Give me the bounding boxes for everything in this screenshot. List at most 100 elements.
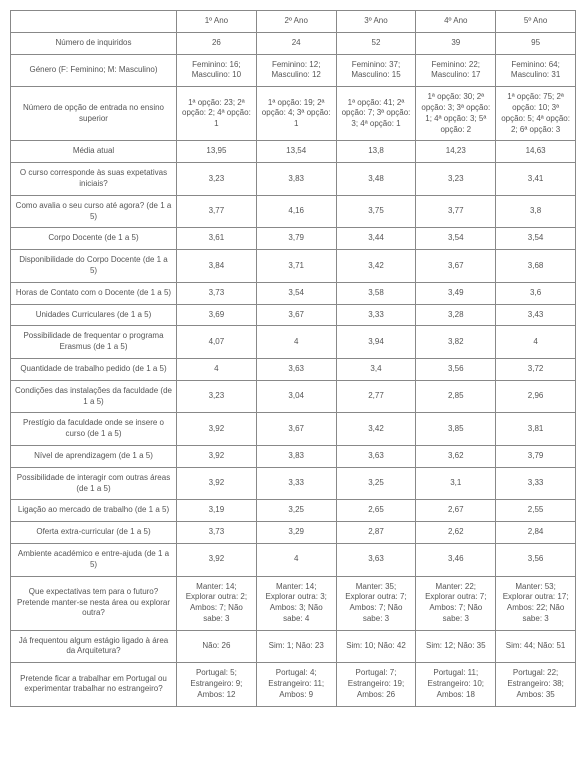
cell: 3,56 [416,358,496,380]
cell: 3,77 [416,195,496,228]
table-row: Já frequentou algum estágio ligado à áre… [11,630,576,663]
cell: Portugal: 4; Estrangeiro: 11; Ambos: 9 [256,663,336,706]
cell: 13,95 [177,141,257,163]
cell: Feminino: 22; Masculino: 17 [416,54,496,87]
table-row: Ligação ao mercado de trabalho (de 1 a 5… [11,500,576,522]
table-row: Oferta extra-curricular (de 1 a 5)3,733,… [11,522,576,544]
cell: 13,8 [336,141,416,163]
table-row: Possibilidade de interagir com outras ár… [11,467,576,500]
cell: 3,23 [416,163,496,196]
table-row: Que expectativas tem para o futuro? Pret… [11,576,576,630]
cell: 3,68 [496,250,576,283]
cell: 2,85 [416,380,496,413]
cell: 3,92 [177,467,257,500]
table-body: Número de inquiridos2624523995Género (F:… [11,32,576,706]
cell: 3,75 [336,195,416,228]
table-row: Nível de aprendizagem (de 1 a 5)3,923,83… [11,445,576,467]
cell: 3,33 [256,467,336,500]
cell: 3,33 [336,304,416,326]
cell: 3,33 [496,467,576,500]
row-label: Número de inquiridos [11,32,177,54]
table-row: Quantidade de trabalho pedido (de 1 a 5)… [11,358,576,380]
cell: 3,44 [336,228,416,250]
cell: 3,25 [256,500,336,522]
cell: Manter: 35; Explorar outra: 7; Ambos: 7;… [336,576,416,630]
cell: 3,71 [256,250,336,283]
cell: 24 [256,32,336,54]
cell: 3,67 [256,304,336,326]
cell: Portugal: 22; Estrangeiro: 38; Ambos: 35 [496,663,576,706]
row-label: Prestígio da faculdade onde se insere o … [11,413,177,446]
cell: 3,56 [496,543,576,576]
cell: 3,79 [256,228,336,250]
cell: 3,92 [177,413,257,446]
cell: 14,63 [496,141,576,163]
row-label: Como avalia o seu curso até agora? (de 1… [11,195,177,228]
table-row: Unidades Curriculares (de 1 a 5)3,693,67… [11,304,576,326]
row-label: Ligação ao mercado de trabalho (de 1 a 5… [11,500,177,522]
cell: 3,73 [177,282,257,304]
row-label: Horas de Contato com o Docente (de 1 a 5… [11,282,177,304]
cell: 3,23 [177,380,257,413]
cell: 3,29 [256,522,336,544]
cell: 3,46 [416,543,496,576]
cell: 3,19 [177,500,257,522]
cell: Portugal: 11; Estrangeiro: 10; Ambos: 18 [416,663,496,706]
table-row: Horas de Contato com o Docente (de 1 a 5… [11,282,576,304]
cell: Feminino: 64; Masculino: 31 [496,54,576,87]
cell: Manter: 53; Explorar outra: 17; Ambos: 2… [496,576,576,630]
row-label: Que expectativas tem para o futuro? Pret… [11,576,177,630]
cell: Não: 26 [177,630,257,663]
cell: 2,96 [496,380,576,413]
cell: 3,85 [416,413,496,446]
cell: 1ª opção: 30; 2ª opção: 3; 3ª opção: 1; … [416,87,496,141]
cell: 3,28 [416,304,496,326]
table-row: Corpo Docente (de 1 a 5)3,613,793,443,54… [11,228,576,250]
col-header-label [11,11,177,33]
cell: 2,67 [416,500,496,522]
table-row: O curso corresponde às suas expetativas … [11,163,576,196]
cell: 3,62 [416,445,496,467]
row-label: Possibilidade de interagir com outras ár… [11,467,177,500]
cell: Sim: 12; Não: 35 [416,630,496,663]
cell: 3,58 [336,282,416,304]
cell: 4,07 [177,326,257,359]
header-row: 1º Ano 2º Ano 3º Ano 4º Ano 5º Ano [11,11,576,33]
cell: Manter: 14; Explorar outra: 2; Ambos: 7;… [177,576,257,630]
cell: 52 [336,32,416,54]
row-label: Condições das instalações da faculdade (… [11,380,177,413]
cell: 3,82 [416,326,496,359]
cell: 1ª opção: 19; 2ª opção: 4; 3ª opção: 1 [256,87,336,141]
cell: 2,62 [416,522,496,544]
cell: 2,65 [336,500,416,522]
cell: 3,49 [416,282,496,304]
row-label: Nível de aprendizagem (de 1 a 5) [11,445,177,467]
table-row: Como avalia o seu curso até agora? (de 1… [11,195,576,228]
table-row: Possibilidade de frequentar o programa E… [11,326,576,359]
cell: 3,4 [336,358,416,380]
cell: 95 [496,32,576,54]
survey-table: 1º Ano 2º Ano 3º Ano 4º Ano 5º Ano Númer… [10,10,576,707]
cell: 3,92 [177,543,257,576]
cell: 3,42 [336,413,416,446]
cell: 4,16 [256,195,336,228]
cell: 3,83 [256,445,336,467]
cell: 3,67 [416,250,496,283]
row-label: Pretende ficar a trabalhar em Portugal o… [11,663,177,706]
cell: 4 [256,543,336,576]
cell: 2,55 [496,500,576,522]
cell: Sim: 10; Não: 42 [336,630,416,663]
cell: 3,6 [496,282,576,304]
cell: 1ª opção: 23; 2ª opção: 2; 4ª opção: 1 [177,87,257,141]
cell: 2,77 [336,380,416,413]
cell: Portugal: 5; Estrangeiro: 9; Ambos: 12 [177,663,257,706]
cell: 39 [416,32,496,54]
cell: 3,92 [177,445,257,467]
row-label: Já frequentou algum estágio ligado à áre… [11,630,177,663]
cell: 3,67 [256,413,336,446]
cell: 3,25 [336,467,416,500]
cell: 1ª opção: 41; 2ª opção: 7; 3ª opção: 3; … [336,87,416,141]
table-row: Condições das instalações da faculdade (… [11,380,576,413]
table-row: Prestígio da faculdade onde se insere o … [11,413,576,446]
cell: 3,61 [177,228,257,250]
